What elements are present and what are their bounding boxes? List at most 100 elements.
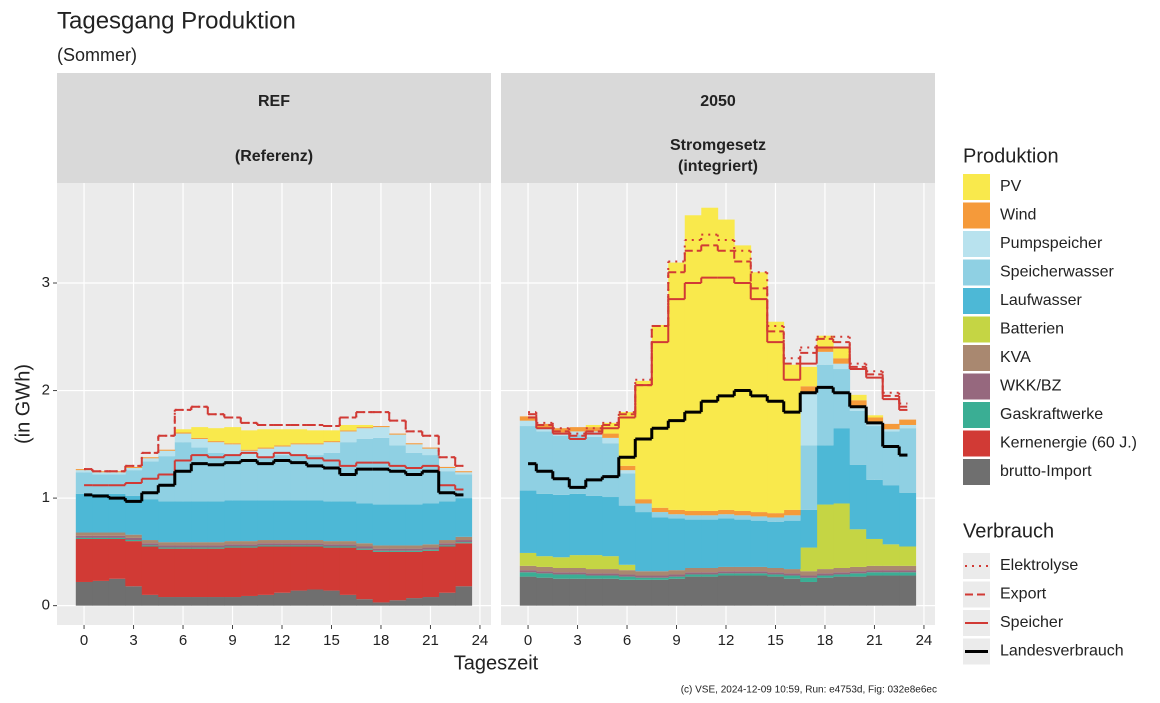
area-segment (519, 420, 537, 427)
legend-label: Batterien (1000, 321, 1064, 338)
x-tick-label: 24 (472, 632, 489, 649)
area-segment (519, 576, 537, 606)
area-segment (833, 572, 851, 575)
facet-title: 2050 (700, 93, 736, 110)
area-segment (174, 501, 192, 543)
legend-key (963, 202, 990, 229)
area-segment (734, 573, 752, 576)
area-segment (701, 511, 719, 516)
x-tick-label: 21 (422, 632, 439, 649)
area-segment (849, 410, 867, 465)
area-segment (339, 541, 357, 545)
area-segment (405, 452, 423, 505)
area-segment (389, 545, 407, 549)
area-segment (734, 575, 752, 606)
area-segment (783, 578, 801, 606)
area-segment (717, 566, 735, 572)
area-segment (356, 546, 374, 549)
legend-key (963, 459, 990, 485)
area-segment (899, 424, 917, 429)
area-segment (306, 546, 324, 590)
area-segment (800, 581, 818, 606)
y-tick-label: 1 (42, 489, 50, 506)
area-segment (323, 590, 341, 606)
area-segment (882, 431, 900, 486)
area-segment (389, 445, 407, 505)
area-segment (405, 545, 423, 549)
area-segment (323, 547, 341, 591)
area-segment (141, 594, 159, 606)
area-segment (422, 597, 440, 606)
area-segment (866, 422, 884, 427)
area-segment (552, 435, 570, 495)
legend-key (963, 373, 990, 400)
area-segment (372, 427, 390, 438)
area-segment (240, 544, 258, 547)
area-segment (849, 464, 867, 530)
area-segment (356, 548, 374, 550)
area-segment (372, 550, 390, 552)
area-segment (141, 540, 159, 544)
area-segment (455, 542, 473, 544)
area-segment (158, 545, 176, 548)
area-segment (75, 538, 93, 582)
area-segment (866, 575, 884, 606)
area-segment (207, 548, 225, 598)
area-segment (422, 503, 440, 545)
area-segment (273, 546, 291, 593)
area-segment (174, 432, 192, 434)
area-segment (356, 438, 374, 504)
area-segment (849, 566, 867, 572)
x-tick-label: 18 (817, 632, 834, 649)
area-segment (372, 426, 390, 428)
area-segment (224, 541, 242, 545)
area-segment (882, 429, 900, 432)
area-segment (372, 545, 390, 549)
area-segment (273, 540, 291, 544)
area-segment (438, 540, 456, 544)
area-segment (240, 500, 258, 542)
area-segment (519, 570, 537, 573)
area-segment (668, 574, 686, 577)
area-segment (158, 450, 176, 457)
area-segment (158, 456, 176, 502)
area-segment (552, 578, 570, 606)
area-segment (389, 548, 407, 551)
area-segment (339, 442, 357, 502)
area-segment (290, 546, 308, 591)
area-segment (585, 495, 603, 556)
area-segment (866, 538, 884, 566)
area-segment (240, 450, 258, 460)
area-segment (816, 445, 834, 505)
area-segment (323, 544, 341, 547)
area-segment (684, 215, 702, 512)
area-segment (866, 479, 884, 539)
area-segment (141, 543, 159, 546)
legend-label: PV (1000, 178, 1022, 195)
area-segment (125, 540, 143, 542)
area-segment (240, 430, 258, 450)
area-segment (750, 272, 768, 513)
area-segment (536, 566, 554, 572)
area-segment (899, 419, 917, 425)
area-segment (174, 545, 192, 548)
area-segment (92, 580, 110, 606)
area-segment (438, 501, 456, 541)
area-segment (684, 572, 702, 575)
area-segment (323, 452, 341, 502)
area-segment (75, 535, 93, 538)
area-segment (800, 509, 818, 548)
area-segment (323, 546, 341, 548)
area-segment (356, 428, 374, 439)
area-segment (323, 430, 341, 442)
area-segment (684, 568, 702, 573)
y-tick-label: 2 (42, 382, 50, 399)
area-segment (306, 500, 324, 541)
x-tick-label: 6 (623, 632, 631, 649)
area-segment (783, 515, 801, 521)
area-segment (438, 546, 456, 593)
area-segment (422, 448, 440, 456)
x-axis-label: Tageszeit (454, 652, 539, 674)
area-segment (273, 446, 291, 456)
